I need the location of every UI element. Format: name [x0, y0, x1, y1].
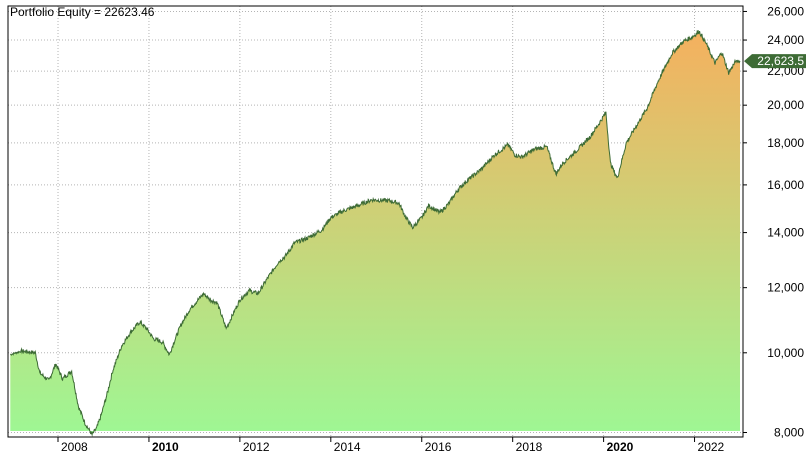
y-tick-label: 16,000 — [767, 178, 804, 192]
x-tick-label: 2016 — [425, 440, 452, 454]
x-tick-label: 2020 — [607, 440, 634, 454]
equity-area — [10, 30, 741, 435]
plot-frame — [7, 5, 744, 438]
x-tick-label: 2008 — [61, 440, 88, 454]
x-axis: 2008 2010 2012 2014 2016 2018 2020 2022 — [57, 437, 725, 454]
last-value-flag — [744, 54, 806, 69]
y-tick-label: 24,000 — [767, 33, 804, 47]
y-tick-label: 20,000 — [767, 98, 804, 112]
y-axis: 8,000 10,000 12,000 14,000 16,000 18,000 20,00… — [743, 4, 804, 440]
equity-line — [10, 29, 741, 437]
x-tick-label: 2010 — [152, 440, 179, 454]
chart-title: Portfolio Equity = 22623.46 — [10, 5, 155, 19]
last-value-marker: 22,623.5 — [744, 54, 806, 69]
y-tick-label: 8,000 — [774, 426, 804, 440]
y-tick-label: 18,000 — [767, 136, 804, 150]
y-tick-label: 10,000 — [767, 346, 804, 360]
x-tick-label: 2014 — [334, 440, 361, 454]
last-value-label: 22,623.5 — [757, 54, 804, 68]
x-tick-label: 2022 — [698, 440, 725, 454]
x-tick-label: 2012 — [243, 440, 270, 454]
y-tick-label: 12,000 — [767, 281, 804, 295]
y-tick-label: 26,000 — [767, 4, 804, 18]
y-tick-label: 14,000 — [767, 226, 804, 240]
x-tick-label: 2018 — [516, 440, 543, 454]
